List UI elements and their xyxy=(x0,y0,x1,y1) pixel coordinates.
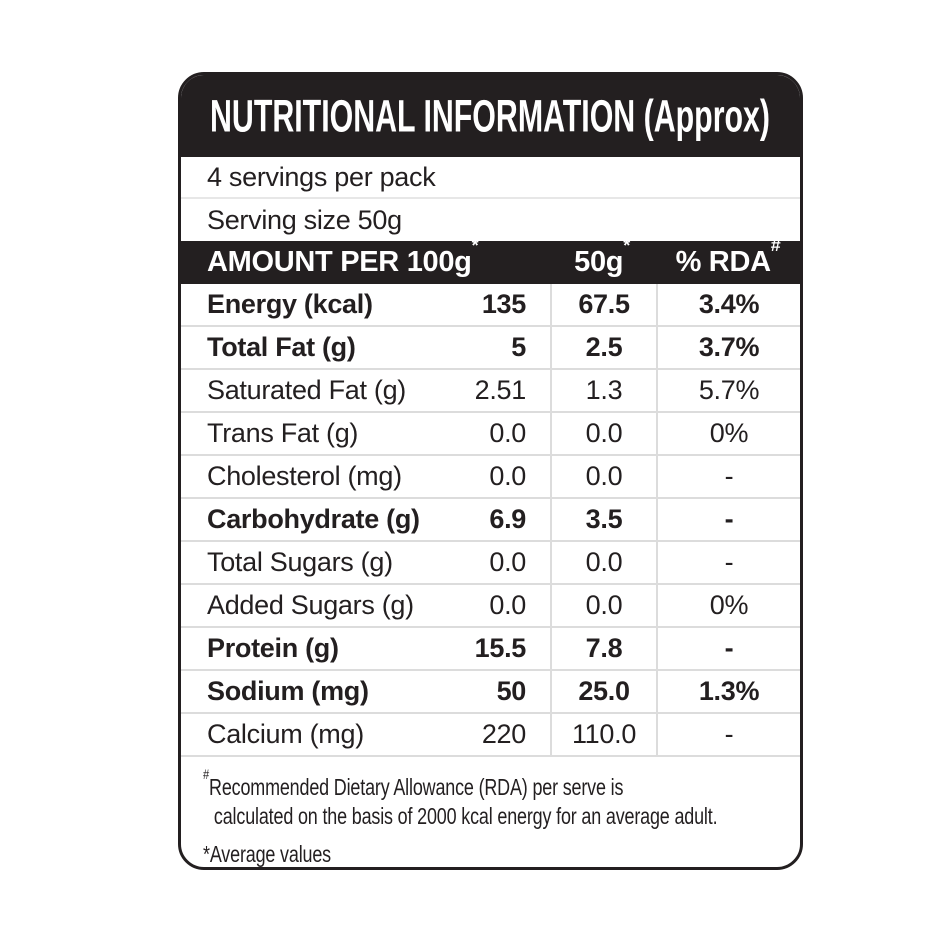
nutrition-label-header: NUTRITIONAL INFORMATION (Approx) xyxy=(181,75,800,157)
row-rda: 0% xyxy=(656,413,800,454)
row-per100: 0.0 xyxy=(489,547,526,577)
rda-footnote-line2: calculated on the basis of 2000 kcal ene… xyxy=(213,803,718,829)
row-rda: 5.7% xyxy=(656,370,800,411)
row-rda: - xyxy=(656,499,800,540)
row-rda: 3.7% xyxy=(656,327,800,368)
row-rda: - xyxy=(656,542,800,583)
row-name: Total Fat (g) xyxy=(207,332,356,362)
row-per50: 110.0 xyxy=(550,714,656,755)
row-rda: - xyxy=(656,456,800,497)
column-header-50g-text: 50g xyxy=(574,246,624,278)
row-name: Energy (kcal) xyxy=(207,289,373,319)
serving-size-text: Serving size 50g xyxy=(207,204,402,235)
table-row: Added Sugars (g) 0.0 0.0 0% xyxy=(181,585,800,628)
row-per100: 2.51 xyxy=(474,375,527,405)
column-header-amount-text: AMOUNT PER 100g xyxy=(207,246,472,278)
row-name: Total Sugars (g) xyxy=(207,547,393,577)
column-header-bar: AMOUNT PER 100g* 50g* % RDA# xyxy=(181,236,800,284)
table-row: Cholesterol (mg) 0.0 0.0 - xyxy=(181,456,800,499)
table-row: Calcium (mg) 220 110.0 - xyxy=(181,714,800,757)
row-name: Cholesterol (mg) xyxy=(207,461,402,491)
row-per50: 25.0 xyxy=(550,671,656,712)
servings-per-pack-text: 4 servings per pack xyxy=(207,161,436,192)
row-name: Carbohydrate (g) xyxy=(207,504,420,534)
column-header-rda: % RDA# xyxy=(655,236,800,279)
rda-footnote: #Recommended Dietary Allowance (RDA) per… xyxy=(203,768,718,867)
table-row: Energy (kcal) 135 67.5 3.4% xyxy=(181,284,800,327)
row-name: Protein (g) xyxy=(207,633,339,663)
row-per50: 0.0 xyxy=(550,456,656,497)
rda-footnote-line1: #Recommended Dietary Allowance (RDA) per… xyxy=(203,768,661,802)
table-row: Trans Fat (g) 0.0 0.0 0% xyxy=(181,413,800,456)
row-rda: 1.3% xyxy=(656,671,800,712)
row-per100: 0.0 xyxy=(489,461,526,491)
table-row: Total Sugars (g) 0.0 0.0 - xyxy=(181,542,800,585)
table-row: Sodium (mg) 50 25.0 1.3% xyxy=(181,671,800,714)
amount-asterisk: * xyxy=(471,235,479,256)
row-per100: 0.0 xyxy=(489,418,526,448)
row-per50: 7.8 xyxy=(550,628,656,669)
nutrition-label: NUTRITIONAL INFORMATION (Approx) 4 servi… xyxy=(178,72,803,870)
nutrition-table-body: Energy (kcal) 135 67.5 3.4% Total Fat (g… xyxy=(181,284,800,757)
row-name: Sodium (mg) xyxy=(207,676,369,706)
row-name: Calcium (mg) xyxy=(207,719,364,749)
title-svg: NUTRITIONAL INFORMATION (Approx) xyxy=(210,91,770,142)
serving-size-row: Serving size 50g xyxy=(181,199,800,241)
table-row: Saturated Fat (g) 2.51 1.3 5.7% xyxy=(181,370,800,413)
row-per100: 50 xyxy=(496,676,527,706)
rda-footnote-line1-text: Recommended Dietary Allowance (RDA) per … xyxy=(209,774,624,800)
row-rda: - xyxy=(656,628,800,669)
row-rda: - xyxy=(656,714,800,755)
row-name: Trans Fat (g) xyxy=(207,418,359,448)
page-title: NUTRITIONAL INFORMATION (Approx) xyxy=(210,91,770,142)
row-per100: 220 xyxy=(481,719,526,749)
row-per50: 0.0 xyxy=(550,542,656,583)
column-header-amount: AMOUNT PER 100g* xyxy=(181,236,549,279)
row-per50: 3.5 xyxy=(550,499,656,540)
row-per100: 5 xyxy=(511,332,526,362)
row-rda: 3.4% xyxy=(656,284,800,325)
row-per50: 0.0 xyxy=(550,413,656,454)
row-per100: 0.0 xyxy=(489,590,526,620)
row-per50: 67.5 xyxy=(550,284,656,325)
row-per100: 6.9 xyxy=(489,504,526,534)
row-per100: 135 xyxy=(481,289,526,319)
footnote-hash: # xyxy=(203,767,210,784)
row-per50: 2.5 xyxy=(550,327,656,368)
row-per50: 1.3 xyxy=(550,370,656,411)
row-name: Saturated Fat (g) xyxy=(207,375,406,405)
column-header-rda-text: % RDA xyxy=(675,246,771,278)
servings-per-pack-row: 4 servings per pack xyxy=(181,157,800,199)
table-row: Total Fat (g) 5 2.5 3.7% xyxy=(181,327,800,370)
table-row: Carbohydrate (g) 6.9 3.5 - xyxy=(181,499,800,542)
average-values-footnote: *Average values xyxy=(203,841,331,867)
column-header-50g: 50g* xyxy=(549,236,655,279)
footnotes: #Recommended Dietary Allowance (RDA) per… xyxy=(181,757,800,867)
row-rda: 0% xyxy=(656,585,800,626)
row-name: Added Sugars (g) xyxy=(207,590,414,620)
rda-hash: # xyxy=(770,235,781,256)
row-per100: 15.5 xyxy=(474,633,527,663)
table-row: Protein (g) 15.5 7.8 - xyxy=(181,628,800,671)
per-serve-asterisk: * xyxy=(623,235,630,256)
row-per50: 0.0 xyxy=(550,585,656,626)
